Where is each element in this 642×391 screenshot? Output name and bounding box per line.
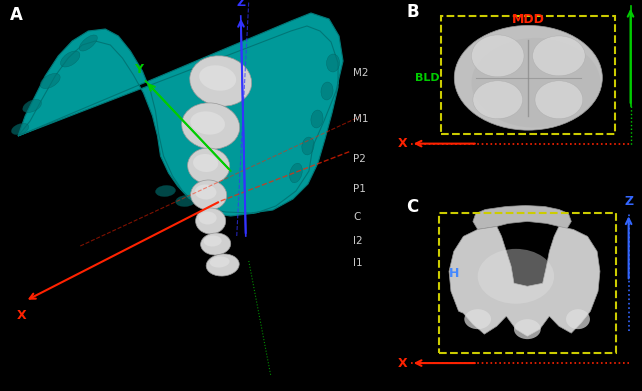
Ellipse shape [204, 235, 221, 246]
Ellipse shape [196, 208, 226, 234]
Ellipse shape [455, 25, 602, 130]
Ellipse shape [190, 111, 225, 135]
Text: Y: Y [626, 0, 635, 3]
Ellipse shape [155, 185, 175, 197]
Ellipse shape [327, 54, 340, 72]
Ellipse shape [175, 196, 196, 206]
Ellipse shape [290, 163, 302, 183]
Text: C: C [353, 212, 360, 222]
Ellipse shape [566, 309, 590, 329]
Text: Y: Y [134, 63, 143, 76]
Ellipse shape [195, 185, 216, 199]
Ellipse shape [182, 103, 239, 149]
Text: X: X [17, 309, 27, 322]
Text: P1: P1 [353, 184, 366, 194]
Ellipse shape [471, 38, 600, 128]
Ellipse shape [191, 180, 227, 210]
Ellipse shape [40, 74, 60, 89]
Ellipse shape [514, 319, 541, 339]
Text: P2: P2 [353, 154, 366, 164]
Text: X: X [397, 357, 407, 369]
Text: Z: Z [236, 0, 245, 9]
Ellipse shape [190, 56, 252, 106]
Polygon shape [473, 206, 571, 230]
Ellipse shape [464, 309, 491, 329]
Polygon shape [18, 13, 343, 216]
Ellipse shape [535, 81, 583, 119]
Ellipse shape [473, 81, 523, 119]
Ellipse shape [321, 82, 333, 100]
Ellipse shape [206, 254, 239, 276]
Ellipse shape [302, 137, 314, 155]
Ellipse shape [201, 233, 230, 255]
Text: Z: Z [624, 196, 633, 208]
Ellipse shape [533, 36, 585, 76]
Ellipse shape [198, 212, 217, 224]
Ellipse shape [60, 51, 80, 67]
Text: M2: M2 [353, 68, 369, 78]
Ellipse shape [12, 124, 29, 135]
Text: B: B [406, 3, 419, 21]
Text: I1: I1 [353, 258, 363, 268]
Ellipse shape [311, 110, 323, 128]
Bar [442, 16, 615, 134]
Ellipse shape [199, 65, 236, 91]
Ellipse shape [210, 256, 230, 267]
Ellipse shape [193, 154, 218, 172]
Text: M1: M1 [353, 114, 369, 124]
Text: MDD: MDD [512, 13, 545, 26]
Polygon shape [449, 226, 600, 336]
Text: I2: I2 [353, 236, 363, 246]
Ellipse shape [478, 249, 554, 304]
Text: A: A [10, 6, 23, 24]
Text: X: X [397, 137, 407, 150]
Ellipse shape [187, 148, 230, 184]
Ellipse shape [22, 99, 42, 113]
Ellipse shape [471, 35, 524, 77]
Bar [440, 213, 616, 353]
Text: BLD: BLD [415, 73, 440, 83]
Ellipse shape [79, 35, 98, 51]
Text: C: C [406, 199, 419, 217]
Text: H: H [449, 267, 459, 280]
